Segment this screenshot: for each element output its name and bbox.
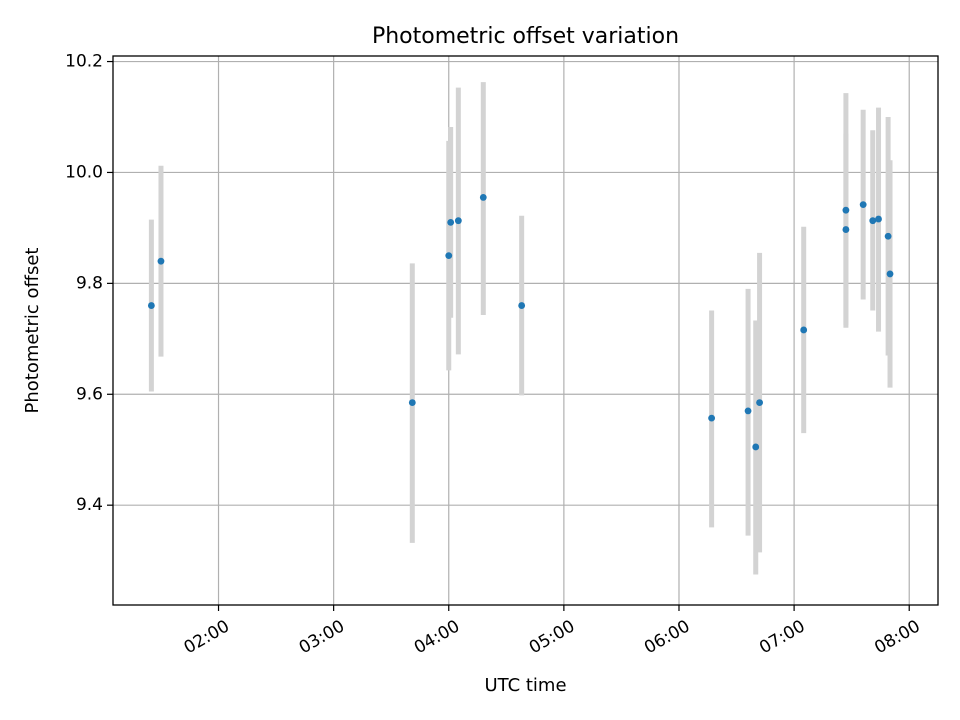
y-tick-label: 9.8 [76,273,103,293]
x-tick-label: 03:00 [296,616,348,658]
ticks: 02:00 03:00 04:00 05:00 06:00 07:00 08:00 9.4 9.… [65,52,924,659]
data-points [147,194,894,451]
data-point [479,194,487,201]
data-point [756,399,763,406]
y-axis-label: Photometric offset [22,248,43,414]
data-point [884,232,892,240]
data-point [157,257,165,265]
x-tick-label: 07:00 [756,616,808,658]
data-point [147,302,155,309]
data-point [454,217,462,225]
x-tick-label: 08:00 [871,616,923,658]
data-point [708,414,716,422]
grid [113,56,938,605]
x-tick-label: 06:00 [641,616,693,658]
y-tick-label: 9.6 [76,384,103,404]
y-tick-label: 10.0 [65,162,103,182]
y-tick-label: 10.2 [65,52,103,72]
data-point [752,443,760,451]
y-tick-label: 9.4 [76,495,103,515]
x-tick-label: 04:00 [411,616,463,658]
data-point [886,270,894,278]
data-point [518,302,526,309]
data-point [744,407,752,415]
x-tick-label: 02:00 [181,616,233,658]
chart-title: Photometric offset variation [372,24,679,49]
x-tick-label: 05:00 [526,616,578,658]
data-point [800,326,808,334]
error-bars [148,82,893,575]
data-point [445,252,453,260]
data-point [859,201,867,209]
data-point [869,217,877,225]
data-point [842,206,850,214]
data-point [842,226,850,233]
x-axis-label: UTC time [484,675,566,696]
data-point [447,218,455,226]
plot-frame [112,55,939,606]
data-point [408,399,416,406]
data-point [875,215,882,223]
